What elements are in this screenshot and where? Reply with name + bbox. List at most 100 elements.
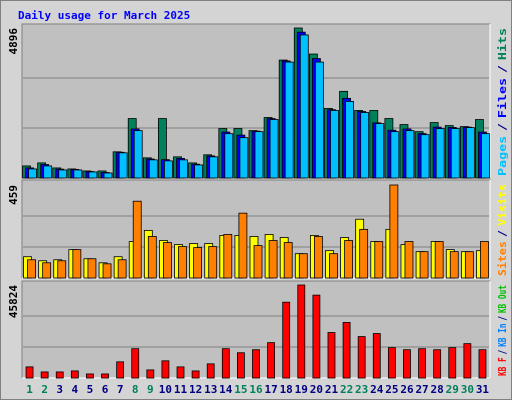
x-tick-label: 3 [56,383,63,396]
bar [131,348,140,379]
bar [313,236,323,279]
y-tick-label: 45824 [7,285,20,318]
x-tick-label: 16 [249,383,263,396]
x-tick-label: 5 [87,383,94,396]
x-tick-label: 29 [446,383,459,396]
bar [404,241,414,279]
x-tick-label: 20 [310,383,323,396]
x-tick-label: 24 [370,383,384,396]
legend-entry: Visits [496,184,509,226]
bar [314,61,324,179]
bar [253,245,263,279]
bar [480,241,489,279]
bar [312,294,321,379]
bar [133,130,143,179]
bar [360,112,370,179]
x-tick-label: 14 [219,383,233,396]
bar [374,241,384,279]
bar [433,349,442,379]
bar [116,361,125,379]
bar [178,246,187,279]
bar [434,241,444,279]
bar [478,349,487,379]
bar [148,159,158,179]
bar [161,360,170,379]
bar [25,366,34,379]
bar [147,236,157,279]
x-tick-label: 27 [415,383,428,396]
legend-entry: KB Out [496,285,509,313]
bar [283,242,293,279]
bar [450,128,460,179]
bar [297,284,306,379]
bar [299,34,309,179]
x-tick-label: 4 [72,383,79,396]
x-tick-label: 25 [385,383,398,396]
bar [359,228,369,279]
bar [132,200,142,279]
legend-separator: / [496,316,509,321]
x-tick-label: 12 [189,383,202,396]
bar [193,247,203,279]
bar [164,160,173,179]
bar [418,348,426,379]
x-tick-label: 22 [340,383,353,396]
bar [27,259,36,279]
legend-separator: / [496,230,509,237]
bar [194,164,204,179]
bar [102,263,112,279]
bar [176,366,185,379]
bar [342,322,351,379]
bar [375,123,385,179]
bar [88,171,98,179]
bar [58,169,68,179]
bar [327,332,336,379]
bar [420,134,430,179]
bar [449,251,459,279]
bar [357,336,366,379]
bar [238,212,248,279]
x-tick-label: 2 [41,383,48,396]
legend-entry: Files [496,78,509,118]
x-tick-label: 17 [264,383,277,396]
bar [464,251,474,279]
bar [435,128,445,179]
bar [223,234,233,279]
bar [57,260,67,279]
chart-title: Daily usage for March 2025 [18,9,190,22]
x-tick-label: 30 [461,383,474,396]
bar [101,373,109,379]
x-tick-label: 21 [325,383,339,396]
x-tick-label: 28 [431,383,444,396]
x-tick-label: 15 [234,383,247,396]
bar [252,349,260,379]
bar [267,342,275,379]
bar [269,119,279,179]
bar [405,130,415,179]
bar [70,370,79,379]
bar [282,301,291,379]
bar [191,370,200,379]
legend-entry: KB F [496,357,509,376]
bar [419,251,429,279]
bar [298,253,308,279]
bar [117,259,127,279]
legend-entry: Pages [496,136,509,176]
bar [73,169,83,179]
legend-entry: Sites [496,241,509,276]
x-tick-label: 26 [400,383,414,396]
x-tick-label: 11 [174,383,188,396]
x-tick-label: 18 [280,383,293,396]
bar [284,61,294,179]
bar [330,110,339,179]
bar [208,246,218,279]
bar [163,242,172,279]
bar [387,347,396,379]
bar [237,352,245,379]
bar [224,133,234,179]
bar [372,333,381,379]
x-tick-label: 7 [117,383,124,396]
bar [329,253,338,279]
legend: Sites / Visits [496,184,509,276]
bar [268,240,278,279]
